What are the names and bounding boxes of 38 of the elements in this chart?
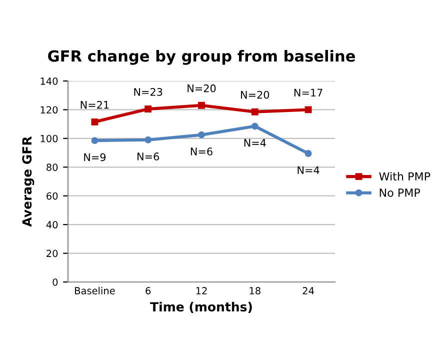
point — [198, 131, 205, 138]
point — [304, 106, 312, 114]
y-tick-label: 100 — [40, 134, 58, 142]
x-tick-label: Baseline — [75, 286, 115, 294]
annotation: N=20 — [241, 90, 270, 99]
annotation: N=23 — [134, 88, 162, 96]
point — [144, 136, 152, 144]
point — [304, 150, 312, 157]
annotation: N=17 — [294, 88, 322, 96]
x-tick-label: 6 — [146, 287, 151, 294]
point — [91, 118, 98, 126]
annotation: N=4 — [298, 166, 320, 174]
legend-label: No PMP — [380, 188, 420, 197]
annotation: N=6 — [190, 148, 212, 156]
point — [144, 106, 152, 112]
x-axis-title: Time (months) — [150, 302, 252, 313]
annotation: N=20 — [188, 84, 216, 92]
annotation: N=4 — [244, 139, 266, 147]
point — [198, 102, 205, 109]
x-tick-label: 24 — [302, 287, 314, 294]
annotation: N=9 — [84, 153, 106, 162]
y-tick-label: 80 — [46, 164, 58, 171]
point — [251, 122, 258, 130]
y-tick-label: 120 — [40, 106, 58, 114]
y-tick-label: 20 — [46, 250, 58, 258]
x-tick-label: 18 — [250, 287, 260, 294]
point — [251, 108, 258, 116]
y-tick-label: 0 — [52, 278, 58, 286]
y-axis-title: Average GFR — [22, 136, 34, 227]
annotation: N=21 — [80, 100, 109, 109]
y-tick-label: 40 — [46, 221, 58, 228]
point — [91, 137, 98, 144]
chart-title: GFR change by group from baseline — [48, 50, 355, 65]
legend-label: With PMP — [379, 172, 430, 180]
y-tick-label: 60 — [46, 192, 58, 200]
annotation: N=6 — [138, 152, 160, 160]
y-tick-label: 140 — [40, 77, 58, 85]
x-tick-label: 12 — [196, 287, 207, 294]
